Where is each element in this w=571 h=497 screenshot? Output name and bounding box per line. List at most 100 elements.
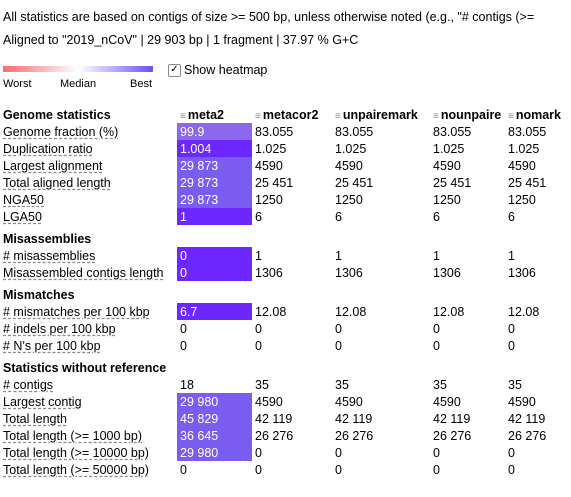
metric-value-meta2: 99.9	[177, 123, 252, 140]
metric-name-label[interactable]: # contigs	[3, 377, 54, 392]
metric-name-label[interactable]: Total length	[3, 411, 67, 426]
metric-value-meta2: 0	[180, 321, 187, 336]
metric-name[interactable]: LGA50	[0, 208, 177, 225]
metric-name[interactable]: Total length (>= 50000 bp)	[0, 461, 177, 478]
metric-value-nounpaire: 26 276	[433, 428, 472, 443]
metric-name-label[interactable]: LGA50	[3, 209, 42, 224]
metric-name-label[interactable]: # misassemblies	[3, 248, 96, 263]
metric-value-unpairemark: 1.025	[335, 141, 367, 156]
metric-value-unpairemark: 4590	[335, 158, 363, 173]
metric-value-nounpaire: 1306	[433, 265, 461, 280]
metric-value-meta2: 29 873	[177, 157, 252, 174]
metric-name[interactable]: Largest contig	[0, 393, 177, 410]
table-row: # N's per 100 kbp 0 0 0 0 0	[0, 337, 571, 354]
metric-value-nomark: 35	[508, 377, 522, 392]
metric-value-metacor2: 0	[255, 462, 262, 477]
table-row: # indels per 100 kbp 0 0 0 0 0	[0, 320, 571, 337]
metric-value-meta2: 18	[180, 377, 194, 392]
metric-value-unpairemark: 83.055	[335, 124, 374, 139]
metric-value-nomark: 1306	[508, 265, 536, 280]
legend-best-label: Best	[130, 78, 153, 90]
metric-value-meta2: 0	[177, 264, 252, 281]
metric-name-label[interactable]: Total aligned length	[3, 175, 111, 190]
show-heatmap-label: Show heatmap	[184, 63, 268, 77]
metric-name-label[interactable]: # indels per 100 kbp	[3, 321, 116, 336]
metric-name-label[interactable]: Total length (>= 1000 bp)	[3, 428, 142, 443]
legend-worst-label: Worst	[3, 78, 32, 90]
metric-value-metacor2: 42 119	[255, 411, 293, 426]
metric-value-unpairemark: 0	[335, 321, 342, 336]
metric-name-label[interactable]: Largest contig	[3, 394, 82, 409]
column-header-meta2[interactable]: ≡ meta2	[177, 106, 252, 123]
metric-value-metacor2: 83.055	[255, 124, 294, 139]
metric-value-nounpaire: 4590	[433, 158, 461, 173]
metric-value-nounpaire: 42 119	[433, 411, 471, 426]
column-header-nounpaire[interactable]: ≡ nounpaire	[430, 106, 505, 123]
metric-name-label[interactable]: Misassembled contigs length	[3, 265, 164, 280]
metric-value-nounpaire: 12.08	[433, 304, 465, 319]
metric-name[interactable]: Total length (>= 10000 bp)	[0, 444, 177, 461]
reference-info: Aligned to "2019_nCoV" | 29 903 bp | 1 f…	[3, 33, 359, 47]
drag-handle-icon[interactable]: ≡	[335, 110, 341, 122]
metric-value-nomark: 25 451	[508, 175, 547, 190]
metric-value-nomark: 0	[508, 462, 515, 477]
metric-name[interactable]: Total length	[0, 410, 177, 427]
column-header-unpairemark[interactable]: ≡ unpairemark	[332, 106, 430, 123]
metric-name-label[interactable]: Total length (>= 10000 bp)	[3, 445, 149, 460]
section-title: Misassemblies	[3, 232, 92, 246]
metric-name[interactable]: Total aligned length	[0, 174, 177, 191]
metric-value-metacor2: 1	[255, 248, 262, 263]
section-title-genome-statistics: Genome statistics	[0, 106, 177, 123]
metric-name-label[interactable]: # N's per 100 kbp	[3, 338, 101, 353]
section-title: Statistics without reference	[3, 361, 167, 375]
metric-value-metacor2: 1.025	[255, 141, 287, 156]
metric-value-nounpaire: 0	[433, 321, 440, 336]
column-header-metacor2[interactable]: ≡ metacor2	[252, 106, 332, 123]
drag-handle-icon[interactable]: ≡	[180, 110, 186, 122]
section-header-row: Mismatches	[0, 281, 571, 303]
metric-name[interactable]: Duplication ratio	[0, 140, 177, 157]
column-header-label: nomark	[515, 107, 561, 122]
metric-value-nounpaire: 1250	[433, 192, 461, 207]
metric-name-label[interactable]: Largest alignment	[3, 158, 103, 173]
metric-value-metacor2: 1250	[255, 192, 283, 207]
metric-value-metacor2: 0	[255, 338, 262, 353]
metric-value-metacor2: 26 276	[255, 428, 294, 443]
metric-name[interactable]: # contigs	[0, 376, 177, 393]
metric-name-label[interactable]: Total length (>= 50000 bp)	[3, 462, 149, 477]
metric-value-unpairemark: 42 119	[335, 411, 373, 426]
metric-name[interactable]: # N's per 100 kbp	[0, 337, 177, 354]
metric-value-nomark: 26 276	[508, 428, 547, 443]
metric-name-label[interactable]: Genome fraction (%)	[3, 124, 119, 139]
metric-name[interactable]: NGA50	[0, 191, 177, 208]
metric-name[interactable]: # misassemblies	[0, 247, 177, 264]
table-row: Total length (>= 50000 bp) 0 0 0 0 0	[0, 461, 571, 478]
metric-value-nomark: 83.055	[508, 124, 547, 139]
metric-value-metacor2: 0	[255, 445, 262, 460]
table-row: # contigs 18 35 35 35 35	[0, 376, 571, 393]
metric-name-label[interactable]: Duplication ratio	[3, 141, 93, 156]
column-header-label: metacor2	[262, 107, 319, 122]
metric-value-meta2: 6.7	[177, 303, 252, 320]
show-heatmap-toggle[interactable]: ✓ Show heatmap	[168, 63, 267, 77]
drag-handle-icon[interactable]: ≡	[255, 110, 261, 122]
metric-name[interactable]: Misassembled contigs length	[0, 264, 177, 281]
metric-name[interactable]: Genome fraction (%)	[0, 123, 177, 140]
metric-name[interactable]: # indels per 100 kbp	[0, 320, 177, 337]
table-row: Genome fraction (%) 99.9 83.055 83.055 83.05…	[0, 123, 571, 140]
metric-value-nomark: 0	[508, 445, 515, 460]
metric-value-metacor2: 4590	[255, 158, 283, 173]
drag-handle-icon[interactable]: ≡	[508, 110, 514, 122]
metric-value-unpairemark: 0	[335, 338, 342, 353]
column-header-label: meta2	[187, 107, 224, 122]
metric-name[interactable]: # mismatches per 100 kbp	[0, 303, 177, 320]
metric-name-label[interactable]: NGA50	[3, 192, 44, 207]
metric-value-nounpaire: 0	[433, 338, 440, 353]
column-header-nomark[interactable]: ≡ nomark	[505, 106, 571, 123]
metric-name[interactable]: Total length (>= 1000 bp)	[0, 427, 177, 444]
metric-name-label[interactable]: # mismatches per 100 kbp	[3, 304, 150, 319]
metric-value-unpairemark: 25 451	[335, 175, 374, 190]
show-heatmap-checkbox[interactable]: ✓	[168, 63, 181, 77]
metric-name[interactable]: Largest alignment	[0, 157, 177, 174]
drag-handle-icon[interactable]: ≡	[433, 110, 439, 122]
